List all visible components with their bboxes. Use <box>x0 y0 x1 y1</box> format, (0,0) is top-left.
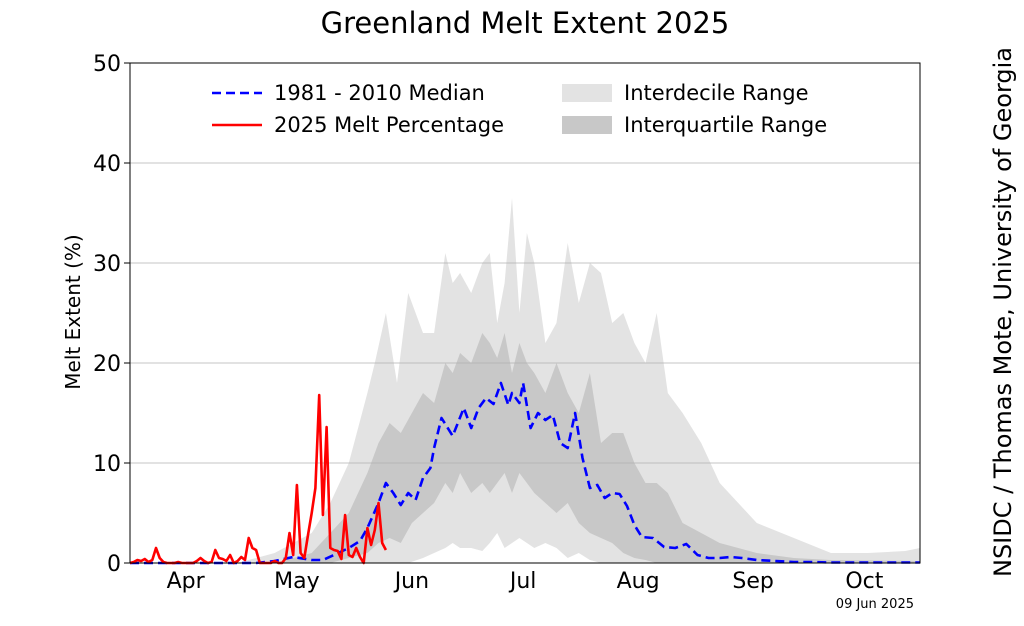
x-tick-label-jun: Jun <box>393 569 429 594</box>
chart-title: Greenland Melt Extent 2025 <box>320 6 730 40</box>
x-tick-label-jul: Jul <box>508 569 537 594</box>
plot-frame <box>129 62 921 564</box>
y-tick-label: 40 <box>93 152 121 177</box>
legend-interquartile-label: Interquartile Range <box>624 113 827 137</box>
median-series-line <box>130 381 920 565</box>
y-tick-label: 0 <box>107 552 121 577</box>
y-tick-label: 20 <box>93 352 121 377</box>
credit-text: NSIDC / Thomas Mote, University of Georg… <box>989 46 1017 578</box>
x-tick-label-may: May <box>274 569 319 594</box>
x-tick-label-aug: Aug <box>617 569 660 594</box>
legend-interdecile-label: Interdecile Range <box>624 81 809 105</box>
legend-melt-label: 2025 Melt Percentage <box>274 113 504 137</box>
y-tick-label: 50 <box>93 52 121 77</box>
x-tick-label-oct: Oct <box>845 569 883 594</box>
y-axis-label: Melt Extent (%) <box>61 234 85 390</box>
x-tick-label-apr: Apr <box>167 569 206 594</box>
y-tick-label: 30 <box>93 252 121 277</box>
date-stamp: 09 Jun 2025 <box>835 597 914 612</box>
legend-median-label: 1981 - 2010 Median <box>274 81 485 105</box>
y-tick-label: 10 <box>93 452 121 477</box>
interquartile-range-area <box>130 333 920 563</box>
legend-interdecile-swatch <box>562 84 612 102</box>
x-tick-label-sep: Sep <box>732 569 773 594</box>
legend-interquartile-swatch <box>562 116 612 134</box>
